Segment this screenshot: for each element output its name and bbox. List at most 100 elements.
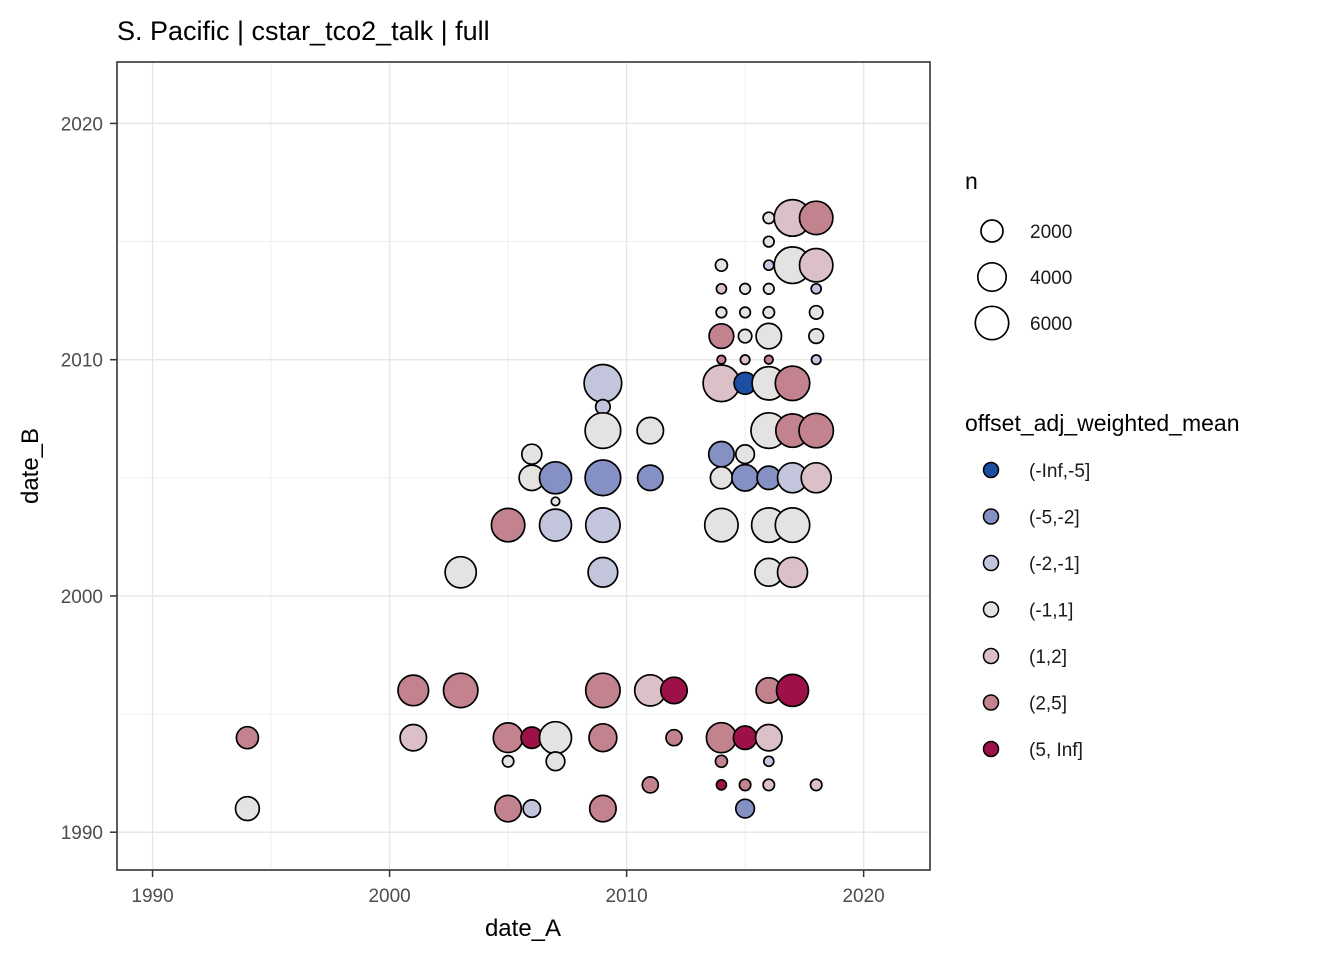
size-legend: 2000 4000 6000: [974, 219, 1072, 341]
data-point: [492, 722, 524, 754]
data-point: [659, 676, 689, 705]
y-tick-label: 2010: [61, 351, 103, 372]
data-point: [399, 723, 428, 752]
color-legend-label: (5, Inf]: [1029, 740, 1083, 761]
data-point: [798, 200, 834, 236]
data-point: [584, 459, 622, 497]
color-legend-label: (-Inf,-5]: [1029, 461, 1090, 482]
size-legend-label: 4000: [1030, 268, 1072, 289]
data-point: [738, 778, 752, 792]
data-point: [501, 754, 515, 768]
y-tick-label: 1990: [61, 823, 103, 844]
data-point: [808, 327, 825, 345]
data-point: [641, 776, 660, 794]
size-legend-key: [974, 305, 1010, 341]
size-legend-label: 6000: [1030, 314, 1072, 335]
size-legend-label: 2000: [1030, 222, 1072, 243]
data-point: [715, 306, 728, 319]
data-point: [707, 440, 735, 468]
x-tick-label: 2020: [842, 886, 884, 907]
data-point: [522, 799, 542, 819]
color-legend-key: [982, 554, 1000, 572]
data-point: [665, 728, 683, 747]
x-tick-label: 2000: [368, 886, 410, 907]
data-point: [397, 674, 430, 707]
data-point: [762, 305, 776, 319]
data-point: [798, 412, 835, 449]
data-point: [444, 555, 478, 589]
data-point: [705, 721, 738, 754]
data-point: [714, 754, 729, 769]
data-point: [734, 798, 756, 819]
data-point: [762, 235, 775, 248]
data-point: [776, 556, 809, 589]
color-legend-key: [982, 647, 1000, 665]
data-point: [588, 722, 618, 753]
data-point: [583, 363, 623, 403]
data-point: [715, 779, 728, 791]
data-point: [709, 465, 734, 490]
color-legend-key: [982, 694, 1000, 711]
color-legend-label: (2,5]: [1029, 694, 1067, 715]
data-point: [708, 322, 735, 350]
data-point: [731, 463, 760, 492]
chart-render-root: 1990 2000 2010 2020 1990 2000 2010 2020 2000 4000…: [61, 61, 1090, 907]
data-point: [494, 794, 523, 823]
data-point: [739, 354, 751, 366]
data-point: [810, 354, 822, 366]
y-axis-title: date_B: [17, 428, 44, 504]
data-point: [538, 508, 573, 542]
y-tick-label: 2020: [61, 114, 103, 135]
y-tick-label: 2000: [61, 587, 103, 608]
color-legend-key: [982, 740, 1000, 758]
panel-border: [116, 61, 931, 871]
data-point: [798, 247, 834, 283]
data-points: [234, 198, 835, 823]
data-point: [584, 672, 621, 709]
data-point: [584, 411, 622, 450]
data-point: [808, 304, 824, 320]
data-point: [762, 259, 775, 272]
x-tick-label: 2010: [605, 886, 647, 907]
data-point: [774, 507, 811, 544]
data-point: [755, 322, 783, 350]
data-point: [538, 460, 573, 495]
data-point: [762, 211, 776, 225]
data-point: [763, 354, 774, 365]
data-point: [235, 725, 260, 750]
color-legend-label: (-5,-2]: [1029, 508, 1080, 529]
data-point: [774, 365, 811, 402]
data-point: [490, 507, 526, 543]
data-point: [762, 778, 776, 792]
data-point: [734, 444, 756, 465]
data-point: [714, 258, 729, 273]
size-legend-key: [980, 219, 1004, 243]
data-point: [732, 725, 758, 751]
data-point: [754, 723, 783, 752]
data-point: [738, 282, 752, 295]
data-point: [738, 306, 752, 319]
data-point: [715, 282, 728, 295]
data-point: [584, 507, 621, 544]
data-point: [809, 778, 823, 792]
x-axis-title: date_A: [485, 915, 561, 942]
color-legend: (-Inf,-5] (-5,-2] (-2,-1] (-1,1] (1,2] (2,5] (…: [982, 461, 1090, 761]
data-point: [442, 672, 479, 709]
color-legend-key: [982, 601, 1000, 618]
size-legend-title: n: [965, 168, 978, 194]
color-legend-key: [982, 508, 1000, 525]
data-point: [588, 794, 617, 823]
data-point: [545, 751, 566, 772]
data-point: [703, 507, 739, 543]
axes: 1990 2000 2010 2020 1990 2000 2010 2020: [61, 114, 885, 907]
x-tick-label: 1990: [131, 886, 173, 907]
color-legend-label: (-2,-1]: [1029, 554, 1080, 575]
color-legend-label: (1,2]: [1029, 647, 1067, 668]
data-point: [810, 282, 823, 295]
color-legend-label: (-1,1]: [1029, 601, 1073, 622]
data-point: [762, 282, 775, 295]
data-point: [234, 795, 261, 822]
data-point: [737, 328, 753, 344]
